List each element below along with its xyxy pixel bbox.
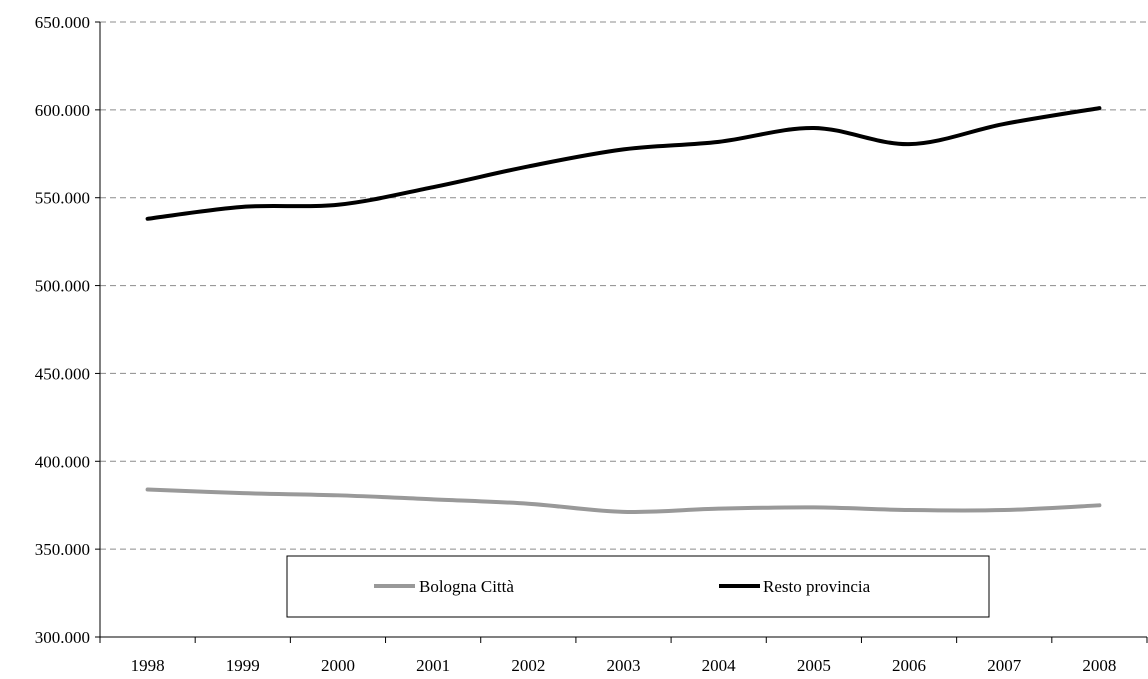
x-tick-label: 2001 — [416, 656, 450, 675]
legend-label-resto: Resto provincia — [763, 577, 871, 596]
legend: Bologna Città Resto provincia — [286, 555, 990, 618]
x-tick-label: 2003 — [607, 656, 641, 675]
x-tick-label: 2007 — [987, 656, 1022, 675]
y-tick-label: 600.000 — [35, 101, 90, 120]
x-tick-label: 2006 — [892, 656, 926, 675]
x-tick-label: 1999 — [226, 656, 260, 675]
x-tick-label: 2008 — [1082, 656, 1116, 675]
gridlines — [100, 21, 1147, 550]
y-axis-ticks: 300.000 350.000 400.000 450.000 500.000 550.0… — [35, 13, 100, 647]
legend-label-bologna: Bologna Città — [419, 577, 514, 596]
series-line-resto — [145, 106, 1102, 221]
x-tick-label: 2002 — [511, 656, 545, 675]
y-tick-label: 500.000 — [35, 277, 90, 296]
y-tick-label: 650.000 — [35, 13, 90, 32]
y-tick-label: 300.000 — [35, 628, 90, 647]
x-tick-label: 1998 — [131, 656, 165, 675]
x-tick-label: 2005 — [797, 656, 831, 675]
x-axis-ticks: 1998 1999 2000 2001 2002 2003 2004 2005 2006 2007… — [99, 637, 1148, 675]
y-tick-label: 450.000 — [35, 364, 90, 383]
y-tick-label: 350.000 — [35, 540, 90, 559]
x-tick-label: 2004 — [702, 656, 737, 675]
y-tick-label: 400.000 — [35, 452, 90, 471]
x-tick-label: 2000 — [321, 656, 355, 675]
axes — [99, 22, 1147, 638]
series-line-bologna — [145, 487, 1102, 514]
series-lines — [145, 106, 1102, 514]
y-tick-label: 550.000 — [35, 189, 90, 208]
